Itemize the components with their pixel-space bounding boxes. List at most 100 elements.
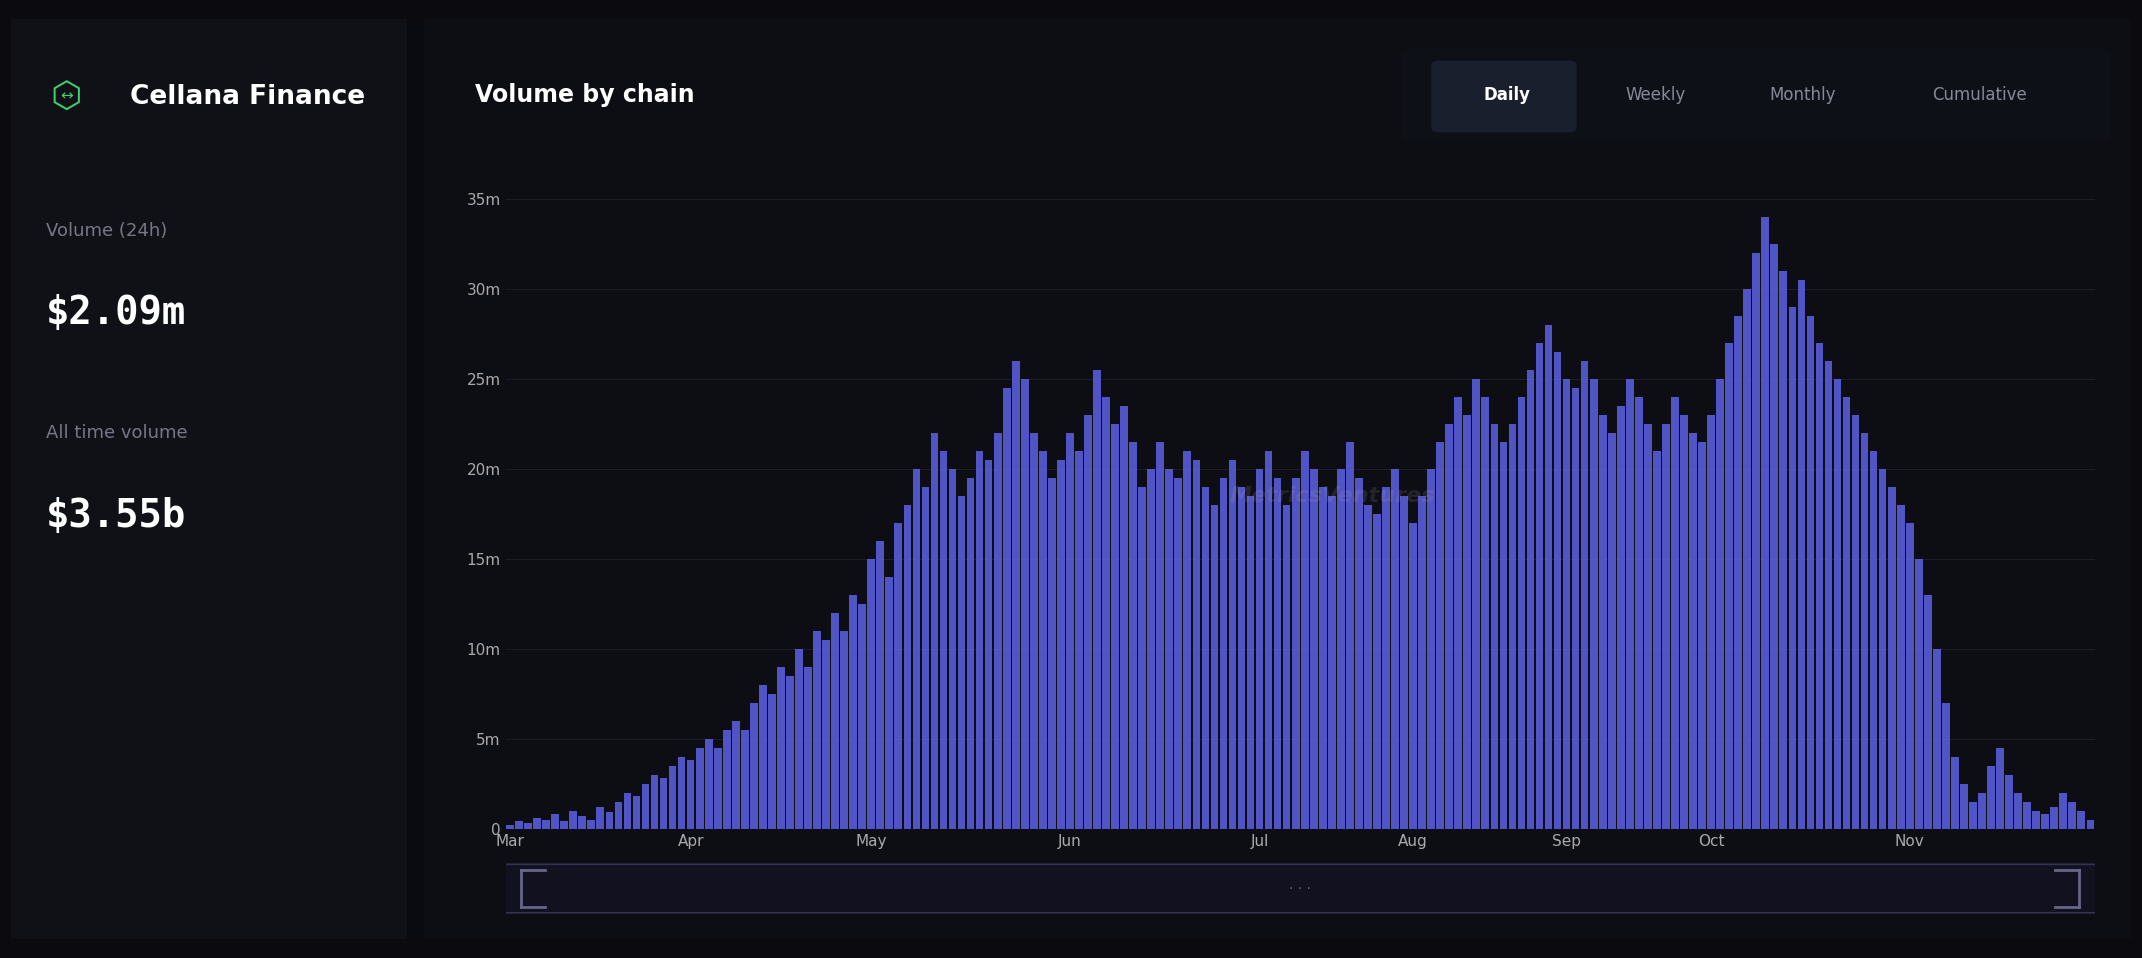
Bar	[1120, 406, 1129, 829]
Bar	[876, 540, 885, 829]
Bar	[1463, 415, 1472, 829]
Bar	[1328, 496, 1337, 829]
Text: · · ·: · · ·	[1289, 881, 1311, 896]
Bar	[1906, 523, 1913, 829]
FancyBboxPatch shape	[407, 10, 2142, 948]
Bar	[1544, 325, 1553, 829]
Bar	[623, 792, 632, 829]
Bar	[1780, 271, 1786, 829]
Bar	[1300, 451, 1309, 829]
Bar	[1047, 478, 1056, 829]
Bar	[1996, 747, 2005, 829]
Bar	[1472, 378, 1480, 829]
Bar	[1103, 397, 1110, 829]
Bar	[595, 807, 604, 829]
Bar	[570, 810, 576, 829]
Bar	[1988, 765, 1994, 829]
Bar	[1744, 288, 1750, 829]
Bar	[1536, 343, 1544, 829]
Bar	[1011, 361, 1020, 829]
Bar	[1202, 487, 1210, 829]
Bar	[1002, 388, 1011, 829]
Text: Daily: Daily	[1484, 86, 1532, 104]
Bar	[1454, 397, 1463, 829]
Text: ⬡: ⬡	[51, 80, 81, 114]
Bar	[1951, 757, 1958, 829]
Bar	[722, 730, 730, 829]
Bar	[733, 720, 739, 829]
Text: Volume (24h): Volume (24h)	[47, 221, 167, 240]
Bar	[1968, 802, 1977, 829]
Bar	[1137, 487, 1146, 829]
Bar	[1092, 370, 1101, 829]
Bar	[1679, 415, 1688, 829]
Bar	[542, 820, 550, 829]
Bar	[758, 685, 767, 829]
Bar	[668, 765, 677, 829]
Bar	[1887, 487, 1896, 829]
Bar	[587, 820, 595, 829]
Bar	[1735, 316, 1741, 829]
Bar	[1264, 451, 1272, 829]
Bar	[1707, 415, 1716, 829]
FancyBboxPatch shape	[1431, 60, 1577, 132]
Bar	[814, 630, 820, 829]
Bar	[1924, 595, 1932, 829]
Bar	[1634, 397, 1643, 829]
Bar	[615, 802, 621, 829]
Bar	[1075, 451, 1084, 829]
Text: Monthly: Monthly	[1769, 86, 1836, 104]
Bar	[516, 821, 523, 829]
Bar	[831, 613, 840, 829]
Bar	[1671, 397, 1679, 829]
Bar	[930, 433, 938, 829]
Bar	[1960, 784, 1968, 829]
Bar	[1789, 307, 1797, 829]
Bar	[1446, 423, 1452, 829]
Bar	[1527, 370, 1534, 829]
Bar	[1283, 505, 1289, 829]
Bar	[1193, 460, 1200, 829]
Bar	[868, 559, 876, 829]
Bar	[2005, 775, 2013, 829]
Bar	[606, 812, 613, 829]
Bar	[1482, 397, 1489, 829]
Bar	[1364, 505, 1371, 829]
Text: $3.55b: $3.55b	[47, 497, 186, 535]
Bar	[1834, 378, 1842, 829]
Bar	[688, 761, 694, 829]
Bar	[1230, 460, 1236, 829]
Bar	[1716, 378, 1724, 829]
Bar	[1356, 478, 1362, 829]
Bar	[803, 667, 812, 829]
Text: All time volume: All time volume	[47, 424, 188, 442]
Bar	[1165, 468, 1174, 829]
Bar	[1499, 442, 1508, 829]
Bar	[1564, 378, 1570, 829]
Bar	[1898, 505, 1904, 829]
Bar	[1861, 433, 1868, 829]
Text: $2.09m: $2.09m	[47, 294, 186, 332]
Bar	[1129, 442, 1137, 829]
Bar	[1210, 505, 1219, 829]
Bar	[1174, 478, 1182, 829]
Bar	[957, 496, 966, 829]
Bar	[1517, 397, 1525, 829]
Bar	[1345, 442, 1354, 829]
Bar	[1851, 415, 1859, 829]
Bar	[2086, 820, 2095, 829]
Bar	[823, 640, 829, 829]
Bar	[1879, 468, 1887, 829]
Bar	[1581, 361, 1589, 829]
Bar	[921, 487, 930, 829]
Bar	[1699, 442, 1705, 829]
Bar	[1806, 316, 1814, 829]
Bar	[632, 796, 640, 829]
Text: ↔: ↔	[60, 89, 73, 103]
Bar	[1319, 487, 1326, 829]
Bar	[994, 433, 1002, 829]
Bar	[1292, 478, 1300, 829]
Bar	[895, 523, 902, 829]
Bar	[1427, 468, 1435, 829]
Bar	[786, 675, 795, 829]
